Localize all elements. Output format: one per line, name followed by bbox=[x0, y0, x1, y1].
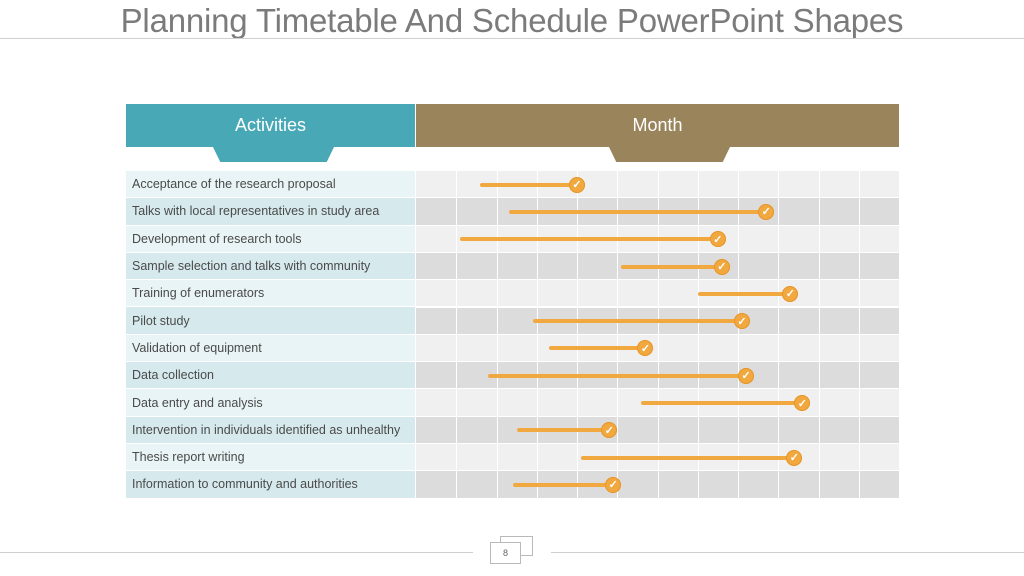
activity-label: Pilot study bbox=[132, 313, 190, 328]
month-column-divider bbox=[577, 171, 578, 499]
month-column-divider bbox=[536, 171, 538, 499]
schedule-bar bbox=[641, 401, 803, 406]
month-header-tab bbox=[609, 147, 730, 162]
check-circle-icon: ✓ bbox=[782, 285, 799, 302]
activity-row: Training of enumerators bbox=[126, 280, 415, 308]
activity-label: Sample selection and talks with communit… bbox=[132, 259, 371, 274]
schedule-bar bbox=[460, 237, 718, 242]
title-divider bbox=[0, 38, 1024, 39]
month-column-divider bbox=[456, 171, 458, 499]
schedule-bar bbox=[488, 373, 747, 378]
activity-label: Data entry and analysis bbox=[132, 395, 263, 410]
activity-label: Development of research tools bbox=[132, 231, 302, 246]
check-circle-icon: ✓ bbox=[601, 422, 618, 439]
schedule-bar bbox=[480, 182, 577, 187]
slide-title: Planning Timetable And Schedule PowerPoi… bbox=[120, 2, 904, 39]
activities-column: Acceptance of the research proposal Talks… bbox=[126, 171, 415, 499]
timeline-grid: ✓ ✓ ✓ ✓ ✓ ✓ ✓ ✓ ✓ ✓ ✓ ✓ bbox=[416, 171, 899, 499]
activity-row: Intervention in individuals identified a… bbox=[126, 416, 415, 444]
schedule-bar bbox=[532, 319, 743, 324]
schedule-bar bbox=[516, 428, 610, 433]
month-header: Month bbox=[416, 104, 899, 147]
activity-label: Acceptance of the research proposal bbox=[132, 177, 336, 192]
activity-label: Thesis report writing bbox=[132, 450, 245, 465]
check-circle-icon: ✓ bbox=[794, 395, 811, 412]
activity-label: Information to community and authorities bbox=[132, 477, 358, 492]
month-column-divider bbox=[657, 171, 659, 499]
activity-label: Training of enumerators bbox=[132, 286, 265, 301]
month-column-divider bbox=[697, 171, 699, 499]
month-column-divider bbox=[738, 171, 739, 499]
schedule-bar bbox=[697, 291, 791, 296]
month-column-divider bbox=[858, 171, 860, 499]
activity-label: Talks with local representatives in stud… bbox=[132, 204, 380, 219]
schedule-table: Activities Month Acceptance of the resea… bbox=[126, 104, 899, 499]
activity-label: Intervention in individuals identified a… bbox=[132, 422, 401, 437]
check-circle-icon: ✓ bbox=[734, 313, 751, 330]
activity-row: Thesis report writing bbox=[126, 443, 415, 472]
activity-row: Development of research tools bbox=[126, 225, 415, 253]
check-circle-icon: ✓ bbox=[605, 476, 622, 493]
month-column-divider bbox=[496, 171, 498, 499]
check-circle-icon: ✓ bbox=[786, 449, 803, 466]
check-circle-icon: ✓ bbox=[709, 231, 726, 248]
activity-label: Data collection bbox=[132, 368, 214, 383]
activity-row: Sample selection and talks with communit… bbox=[126, 252, 415, 281]
schedule-bar bbox=[581, 455, 795, 460]
activity-row: Data collection bbox=[126, 362, 415, 390]
activities-header: Activities bbox=[126, 104, 415, 147]
schedule-bar bbox=[621, 264, 722, 269]
check-circle-icon: ✓ bbox=[758, 203, 775, 220]
activity-row: Information to community and authorities bbox=[126, 471, 415, 499]
schedule-bar bbox=[512, 482, 614, 487]
activity-label: Validation of equipment bbox=[132, 340, 262, 355]
check-circle-icon: ✓ bbox=[738, 367, 755, 384]
check-circle-icon: ✓ bbox=[569, 176, 585, 193]
activity-row: Validation of equipment bbox=[126, 334, 415, 363]
page-number: 8 bbox=[490, 542, 521, 564]
month-column-divider bbox=[778, 171, 780, 499]
check-circle-icon: ✓ bbox=[637, 340, 654, 357]
activity-row: Acceptance of the research proposal bbox=[126, 171, 415, 199]
schedule-bar bbox=[508, 209, 767, 214]
activity-row: Data entry and analysis bbox=[126, 389, 415, 417]
schedule-bar bbox=[548, 346, 646, 351]
check-circle-icon: ✓ bbox=[713, 258, 730, 275]
activity-row: Talks with local representatives in stud… bbox=[126, 198, 415, 226]
footer-divider-left bbox=[0, 552, 473, 553]
month-column-divider bbox=[818, 171, 820, 499]
footer-divider-right bbox=[551, 552, 1024, 553]
activity-row: Pilot study bbox=[126, 307, 415, 335]
activities-header-tab bbox=[213, 147, 334, 162]
month-column-divider bbox=[617, 171, 619, 499]
